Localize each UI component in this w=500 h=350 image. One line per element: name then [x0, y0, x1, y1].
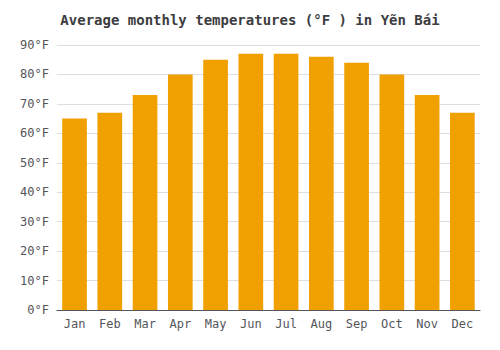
svg-text:70°F: 70°F [20, 97, 49, 111]
svg-text:90°F: 90°F [20, 38, 49, 52]
svg-text:Sep: Sep [346, 317, 368, 331]
svg-text:40°F: 40°F [20, 185, 49, 199]
svg-text:Aug: Aug [310, 317, 332, 331]
svg-text:Oct: Oct [381, 317, 403, 331]
svg-text:May: May [205, 317, 227, 331]
svg-text:Feb: Feb [99, 317, 121, 331]
svg-text:Apr: Apr [169, 317, 191, 331]
svg-text:60°F: 60°F [20, 126, 49, 140]
svg-text:Mar: Mar [134, 317, 156, 331]
svg-text:Average monthly temperatures (: Average monthly temperatures (°F ) in Yẽ… [60, 12, 439, 28]
svg-text:Nov: Nov [416, 317, 438, 331]
svg-text:30°F: 30°F [20, 215, 49, 229]
svg-text:10°F: 10°F [20, 274, 49, 288]
svg-text:Jan: Jan [64, 317, 86, 331]
svg-text:50°F: 50°F [20, 156, 49, 170]
svg-text:Dec: Dec [452, 317, 474, 331]
svg-text:Jul: Jul [275, 317, 297, 331]
svg-text:80°F: 80°F [20, 67, 49, 81]
svg-text:Jun: Jun [240, 317, 262, 331]
svg-text:20°F: 20°F [20, 244, 49, 258]
svg-text:0°F: 0°F [27, 303, 49, 317]
